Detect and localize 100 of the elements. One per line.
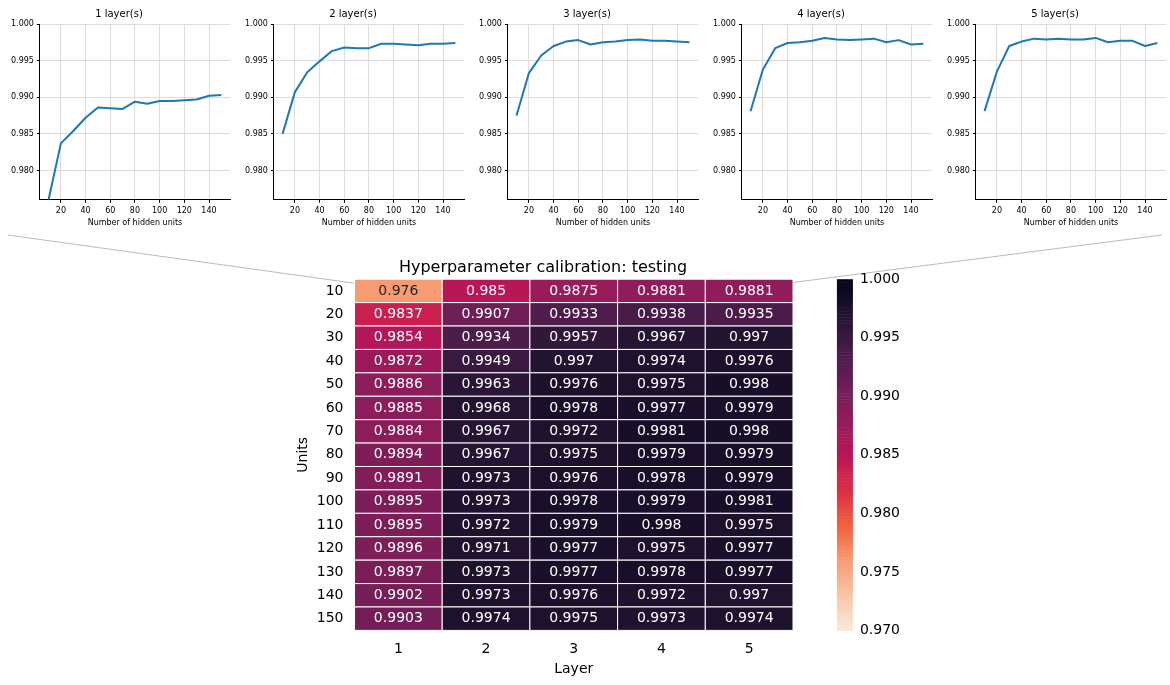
x-tick-label: 60 (573, 205, 584, 215)
x-tick-label: 20 (523, 205, 534, 215)
data-label: 0.9973 (461, 562, 511, 579)
data-label: 0.9975 (636, 375, 686, 392)
data-label: 0.9895 (373, 492, 423, 509)
data-label: 0.9886 (373, 375, 423, 392)
color-bar-label: 0.980 (859, 503, 901, 520)
data-label: 0.9967 (636, 328, 686, 345)
data-label: 0.9973 (461, 492, 511, 509)
data-label: 0.9979 (636, 492, 686, 509)
data-label: 0.9907 (461, 304, 511, 321)
y-tick-label: 150 (316, 609, 344, 626)
x-tick-label: 120 (878, 205, 894, 215)
data-label: 0.998 (729, 422, 770, 439)
x-tick-label: 80 (831, 205, 843, 215)
x-tick-label: 100 (1088, 205, 1104, 215)
x-tick-label: 5 (744, 640, 754, 657)
data-label: 0.9979 (724, 398, 774, 415)
data-label: 0.9896 (373, 539, 423, 556)
y-tick-label: 1.000 (713, 19, 736, 29)
y-tick-label: 0.995 (245, 55, 268, 65)
data-label: 0.9968 (461, 398, 511, 415)
data-label: 0.9973 (461, 468, 511, 485)
x-tick-label: 40 (1016, 205, 1027, 215)
x-tick-label: 20 (991, 205, 1002, 215)
data-label: 0.9976 (549, 585, 599, 602)
x-tick-label: 140 (669, 205, 685, 215)
x-axis-title: Number of hidden units (789, 218, 885, 228)
y-tick-label: 0.995 (947, 55, 970, 65)
y-tick-label: 30 (325, 328, 344, 345)
y-tick-label: 10 (325, 281, 344, 298)
y-tick-label: 0.995 (11, 55, 34, 65)
y-tick-label: 100 (316, 492, 344, 509)
x-tick-label: 120 (410, 205, 426, 215)
data-label: 0.9872 (373, 351, 423, 368)
x-tick-label: 80 (363, 205, 375, 215)
data-label: 0.9902 (373, 585, 423, 602)
data-label: 0.9979 (724, 468, 774, 485)
data-label: 0.9977 (636, 398, 686, 415)
data-label: 0.9979 (636, 445, 686, 462)
data-label: 0.9973 (636, 609, 686, 626)
data-label: 0.9875 (549, 281, 599, 298)
data-label: 0.9963 (461, 375, 511, 392)
y-tick-label: 130 (316, 562, 344, 579)
chart-title: Hyperparameter calibration: testing (398, 256, 688, 276)
y-tick-label: 0.990 (245, 92, 268, 102)
x-tick-label: 140 (435, 205, 451, 215)
data-label: 0.9981 (724, 492, 774, 509)
data-label: 0.9894 (373, 445, 423, 462)
y-tick-label: 0.995 (713, 55, 736, 65)
chart-title: 5 layer(s) (1031, 7, 1079, 19)
x-tick-label: 80 (129, 205, 141, 215)
x-tick-label: 100 (854, 205, 870, 215)
y-tick-label: 0.980 (479, 165, 502, 175)
y-tick-label: 110 (316, 515, 344, 532)
y-tick-label: 0.990 (947, 92, 970, 102)
data-label: 0.997 (729, 328, 770, 345)
x-tick-label: 100 (152, 205, 168, 215)
chart-title: 3 layer(s) (563, 7, 611, 19)
data-label: 0.9973 (461, 585, 511, 602)
data-label: 0.9891 (373, 468, 423, 485)
y-tick-label: 0.980 (947, 165, 970, 175)
chart-title: 2 layer(s) (329, 7, 377, 19)
data-label: 0.9837 (373, 304, 423, 321)
x-tick-label: 60 (1041, 205, 1052, 215)
x-tick-label: 60 (105, 205, 116, 215)
data-label: 0.9976 (549, 468, 599, 485)
data-label: 0.9978 (549, 492, 599, 509)
data-label: 0.998 (641, 515, 682, 532)
data-label: 0.9881 (724, 281, 774, 298)
y-tick-label: 0.990 (479, 92, 502, 102)
y-tick-label: 0.990 (713, 92, 736, 102)
x-tick-label: 80 (1065, 205, 1077, 215)
data-label: 0.9897 (373, 562, 423, 579)
data-label: 0.9895 (373, 515, 423, 532)
y-tick-label: 90 (325, 468, 344, 485)
data-label: 0.9938 (636, 304, 686, 321)
data-label: 0.9975 (724, 515, 774, 532)
data-label: 0.9981 (636, 422, 686, 439)
y-tick-label: 0.985 (713, 128, 736, 138)
y-tick-label: 40 (325, 351, 344, 368)
color-bar-label: 1.000 (859, 269, 901, 286)
x-tick-label: 80 (597, 205, 609, 215)
x-tick-label: 140 (903, 205, 919, 215)
x-axis-title: Number of hidden units (555, 218, 651, 228)
x-tick-label: 1 (393, 640, 403, 657)
data-label: 0.9972 (636, 585, 686, 602)
data-label: 0.9976 (549, 375, 599, 392)
x-tick-label: 20 (55, 205, 66, 215)
data-label: 0.9975 (549, 609, 599, 626)
data-label: 0.9979 (549, 515, 599, 532)
y-tick-label: 0.980 (713, 165, 736, 175)
y-tick-label: 0.990 (11, 92, 34, 102)
data-label: 0.9975 (549, 445, 599, 462)
x-tick-label: 100 (620, 205, 636, 215)
data-label: 0.9975 (636, 539, 686, 556)
x-tick-label: 2 (481, 640, 491, 657)
data-label: 0.9978 (549, 398, 599, 415)
y-tick-label: 0.980 (11, 165, 34, 175)
data-label: 0.9933 (549, 304, 599, 321)
